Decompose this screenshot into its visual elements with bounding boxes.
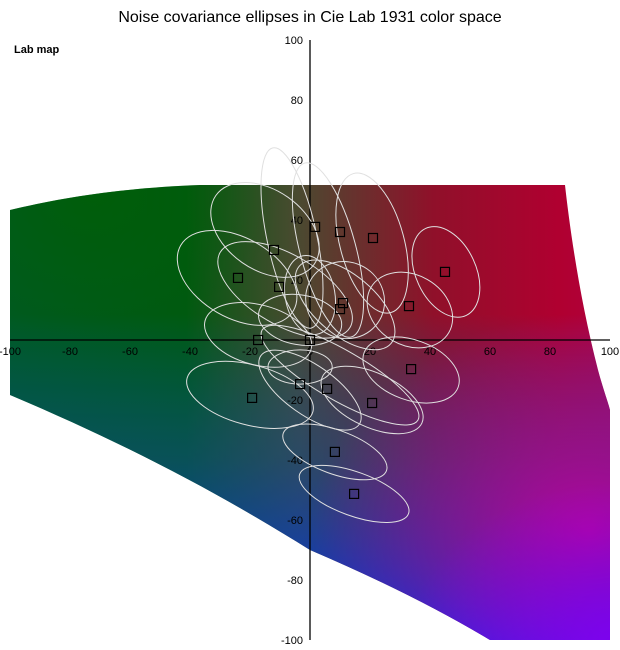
data-point-marker (334, 226, 346, 238)
chart-subtitle: Lab map (14, 44, 60, 56)
chart-title: Noise covariance ellipses in Cie Lab 193… (118, 9, 502, 26)
data-point-marker (295, 379, 306, 390)
data-point-marker (367, 232, 379, 244)
covariance-ellipse (217, 241, 353, 339)
x-tick-label: 20 (364, 346, 376, 358)
y-tick-label: 100 (285, 35, 303, 47)
y-tick-label: 60 (291, 155, 303, 167)
data-point-marker (439, 266, 451, 277)
covariance-ellipse (258, 349, 362, 431)
covariance-ellipse (186, 360, 314, 429)
y-tick-label: -40 (287, 455, 303, 467)
covariance-ellipse (258, 293, 343, 346)
x-tick-label: 80 (544, 346, 556, 358)
data-point-marker (304, 334, 316, 346)
y-tick-labels: 100 80 60 40 20 -20 -40 -60 -80 -100 (281, 35, 303, 647)
y-tick-label: -100 (281, 635, 303, 647)
x-tick-label: -40 (182, 346, 198, 358)
covariance-ellipse (210, 181, 320, 278)
covariance-ellipse (411, 226, 481, 318)
data-point-marker (322, 383, 333, 394)
data-point-marker (247, 392, 258, 403)
data-point-marker (334, 304, 346, 315)
covariance-ellipse (362, 336, 460, 404)
covariance-ellipse (291, 162, 365, 338)
data-point-marker (310, 221, 321, 232)
y-tick-label: -20 (287, 395, 303, 407)
x-tick-label: -60 (122, 346, 138, 358)
covariance-ellipse (282, 423, 388, 481)
covariance-ellipse (320, 365, 424, 435)
x-tick-label: 40 (424, 346, 436, 358)
x-tick-label: 100 (601, 346, 619, 358)
covariance-ellipse (305, 261, 386, 340)
covariance-ellipse (284, 254, 336, 336)
x-tick-label: 60 (484, 346, 496, 358)
covariance-ellipse (176, 229, 298, 326)
y-tick-label: -80 (287, 575, 303, 587)
data-point-marker (274, 281, 285, 292)
data-point-marker (406, 364, 417, 375)
data-point-marker (367, 397, 378, 409)
x-tick-label: -100 (0, 346, 21, 358)
covariance-ellipse (335, 172, 409, 314)
data-point-marker (403, 301, 415, 312)
data-points (232, 221, 451, 499)
y-tick-label: -60 (287, 515, 303, 527)
y-tick-label: 40 (291, 215, 303, 227)
data-point-marker (253, 334, 264, 346)
data-point-marker (329, 446, 340, 457)
covariance-ellipse (294, 259, 396, 351)
data-point-marker (337, 298, 349, 309)
data-point-marker (349, 488, 360, 499)
y-tick-label: 20 (291, 275, 303, 287)
covariance-ellipse (298, 464, 410, 523)
data-point-marker (232, 272, 244, 283)
covariance-ellipses (176, 147, 481, 523)
x-tick-label: -20 (242, 346, 258, 358)
y-tick-label: 80 (291, 95, 303, 107)
covariance-ellipse (260, 324, 420, 426)
covariance-ellipse (267, 349, 333, 385)
x-tick-label: -80 (62, 346, 78, 358)
data-point-marker (268, 244, 280, 256)
